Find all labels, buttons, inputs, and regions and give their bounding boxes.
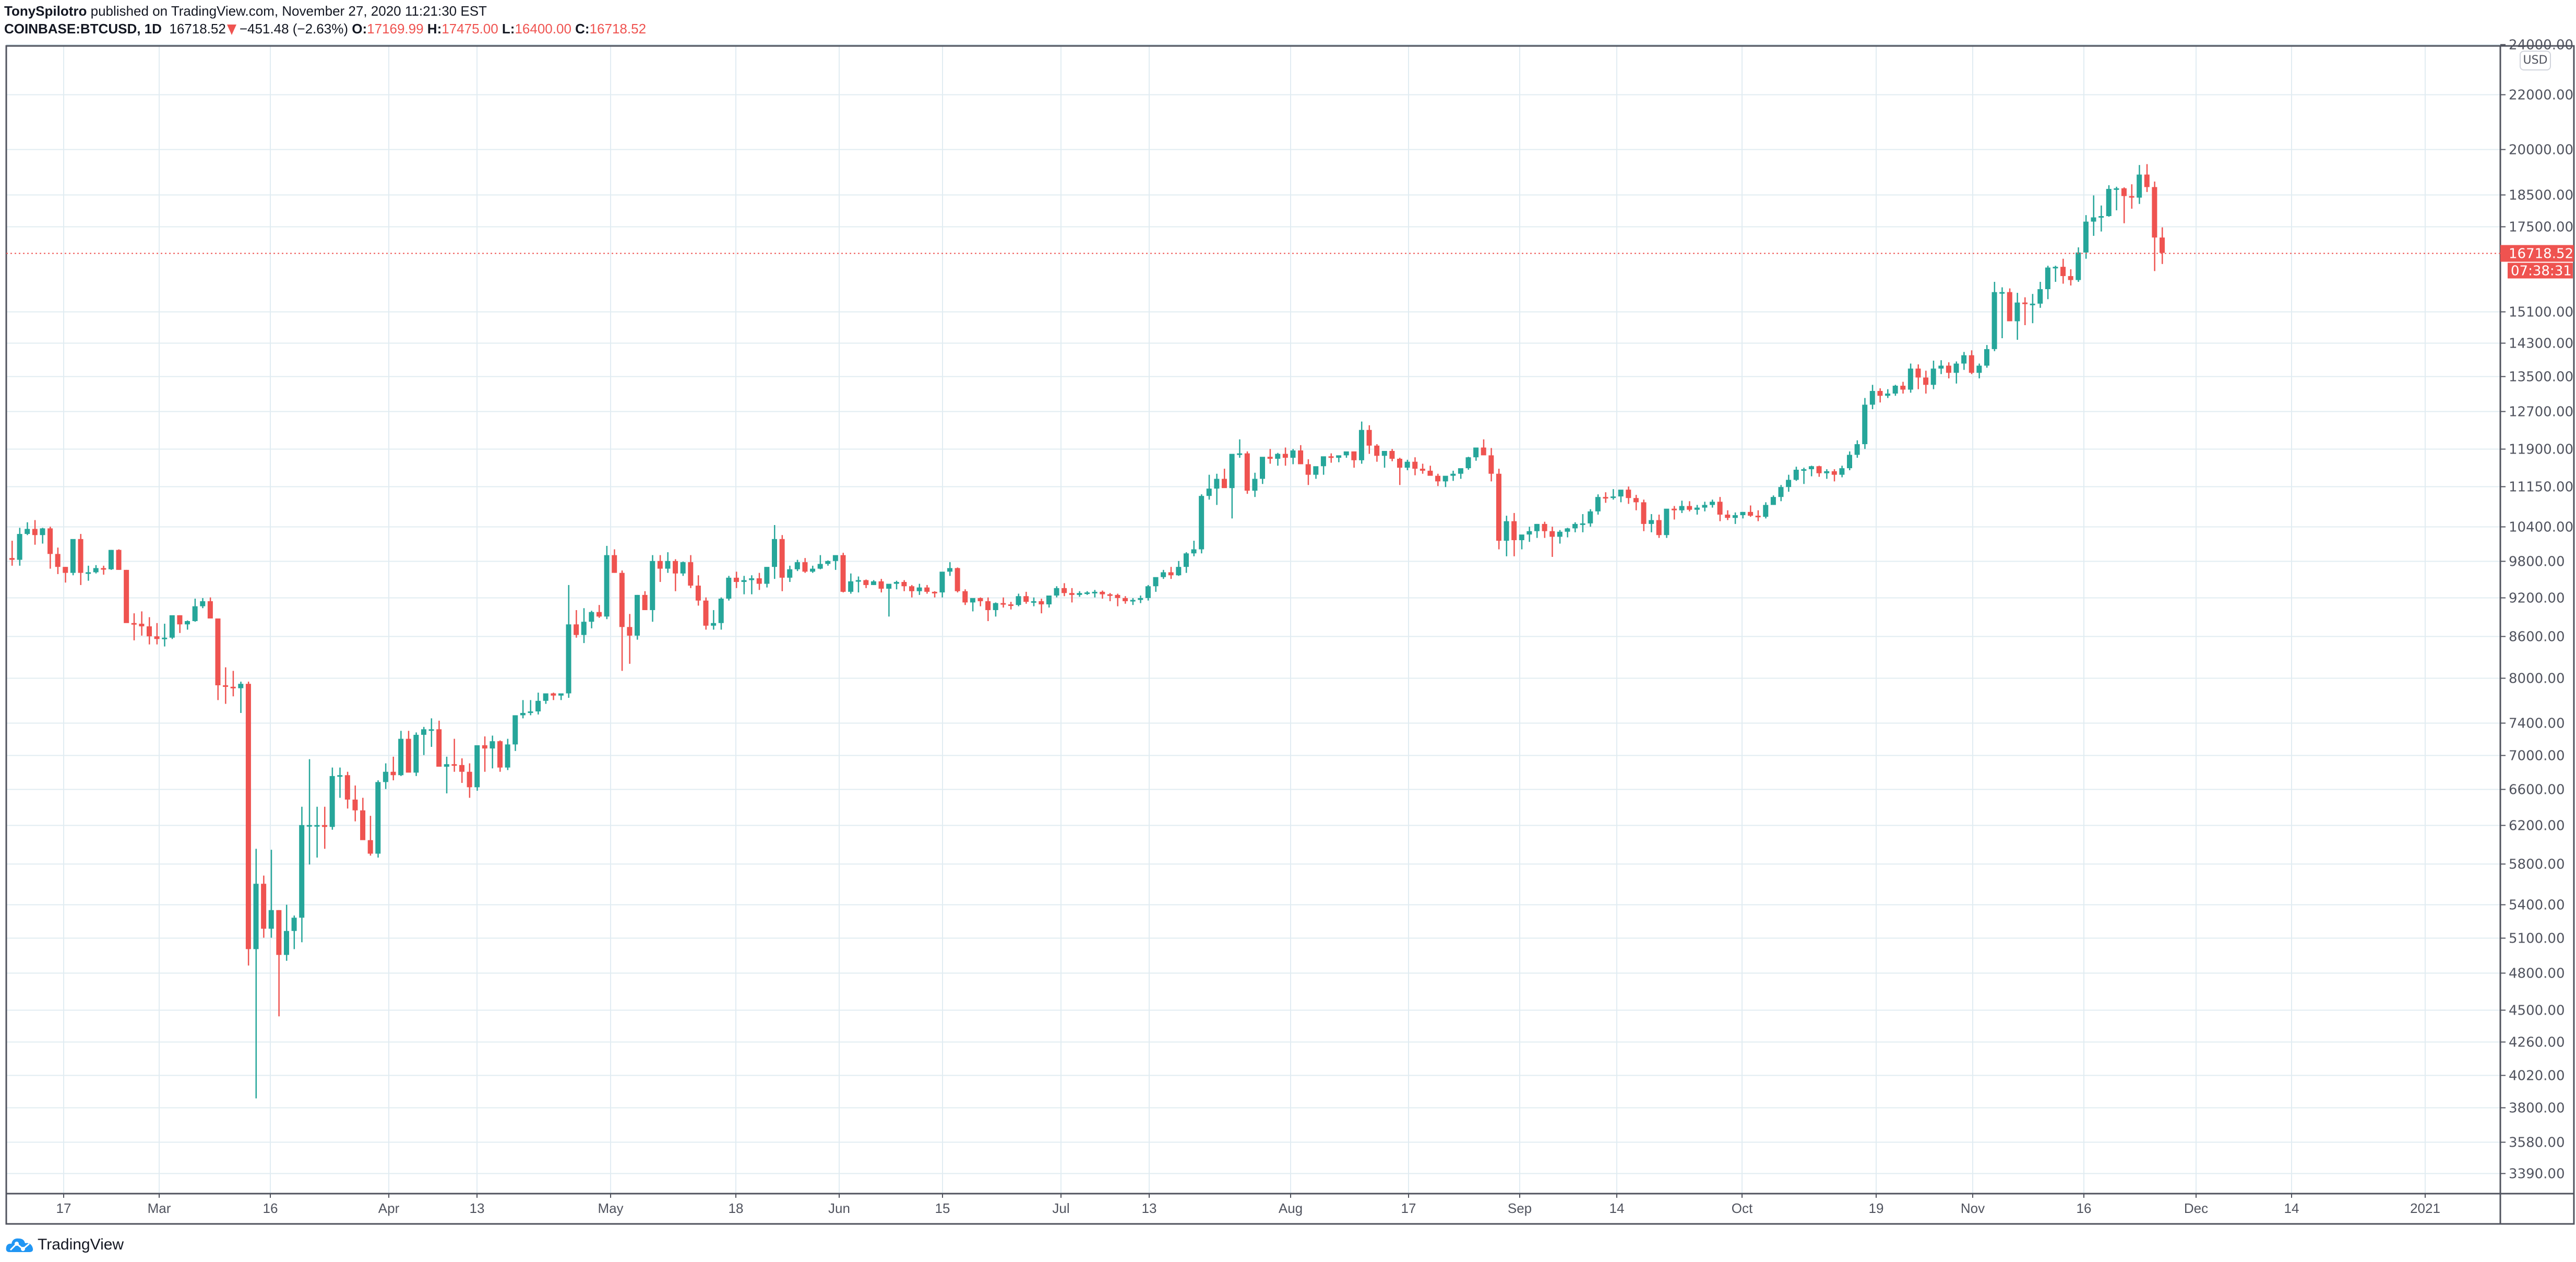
svg-text:22000.00: 22000.00 [2509, 88, 2573, 103]
open-value: 17169.99 [367, 21, 424, 37]
svg-text:18: 18 [729, 1200, 744, 1216]
svg-text:11900.00: 11900.00 [2509, 442, 2573, 458]
svg-text:5800.00: 5800.00 [2509, 857, 2565, 873]
svg-text:13500.00: 13500.00 [2509, 370, 2573, 385]
svg-text:15100.00: 15100.00 [2509, 305, 2573, 320]
candles [9, 164, 2165, 1099]
svg-text:10400.00: 10400.00 [2509, 520, 2573, 535]
high-value: 17475.00 [442, 21, 498, 37]
svg-text:3390.00: 3390.00 [2509, 1166, 2565, 1182]
low-label: L: [502, 21, 515, 37]
svg-text:May: May [598, 1200, 623, 1216]
svg-text:16718.52: 16718.52 [2509, 246, 2573, 262]
svg-text:13: 13 [1142, 1200, 1157, 1216]
svg-text:19: 19 [1869, 1200, 1884, 1216]
svg-text:18500.00: 18500.00 [2509, 188, 2573, 204]
axes: 24000.0022000.0020000.0018500.0017500.00… [5, 38, 2575, 1225]
high-label: H: [427, 21, 442, 37]
open-label: O: [352, 21, 367, 37]
svg-text:Jul: Jul [1052, 1200, 1069, 1216]
svg-text:15: 15 [935, 1200, 950, 1216]
svg-text:Sep: Sep [1508, 1200, 1532, 1216]
svg-text:3800.00: 3800.00 [2509, 1101, 2565, 1116]
svg-text:8000.00: 8000.00 [2509, 671, 2565, 687]
svg-text:11150.00: 11150.00 [2509, 480, 2573, 495]
svg-text:16: 16 [263, 1200, 278, 1216]
svg-text:2021: 2021 [2410, 1200, 2440, 1216]
currency-badge[interactable]: USD [2520, 51, 2551, 70]
svg-text:5400.00: 5400.00 [2509, 898, 2565, 913]
svg-text:20000.00: 20000.00 [2509, 142, 2573, 158]
svg-text:13: 13 [470, 1200, 485, 1216]
low-value: 16400.00 [515, 21, 571, 37]
svg-text:9800.00: 9800.00 [2509, 554, 2565, 570]
last-price: 16718.52 [169, 21, 226, 37]
symbol-title: COINBASE:BTCUSD, 1D [4, 21, 162, 37]
svg-text:Nov: Nov [1961, 1200, 1985, 1216]
svg-text:7000.00: 7000.00 [2509, 748, 2565, 764]
svg-text:07:38:31: 07:38:31 [2511, 264, 2572, 279]
svg-text:6200.00: 6200.00 [2509, 818, 2565, 834]
symbol-legend: COINBASE:BTCUSD, 1D 16718.52 −451.48 (−2.… [4, 21, 646, 37]
svg-text:Aug: Aug [1279, 1200, 1303, 1216]
svg-text:16: 16 [2077, 1200, 2092, 1216]
svg-text:9200.00: 9200.00 [2509, 591, 2565, 606]
svg-text:8600.00: 8600.00 [2509, 629, 2565, 645]
svg-text:Mar: Mar [148, 1200, 171, 1216]
cloud-logo-icon [6, 1238, 33, 1252]
svg-text:4500.00: 4500.00 [2509, 1003, 2565, 1019]
published-text: published on TradingView.com, November 2… [90, 3, 487, 19]
svg-text:14300.00: 14300.00 [2509, 336, 2573, 352]
publish-info: TonySpilotro published on TradingView.co… [4, 3, 487, 19]
tradingview-logo[interactable]: TradingView [5, 1236, 124, 1254]
svg-text:17500.00: 17500.00 [2509, 220, 2573, 235]
down-arrow-icon [226, 25, 236, 35]
svg-text:7400.00: 7400.00 [2509, 716, 2565, 732]
author-name: TonySpilotro [4, 3, 87, 19]
svg-text:Dec: Dec [2184, 1200, 2208, 1216]
svg-text:6600.00: 6600.00 [2509, 782, 2565, 798]
svg-text:5100.00: 5100.00 [2509, 931, 2565, 947]
svg-text:4020.00: 4020.00 [2509, 1068, 2565, 1084]
price-change: −451.48 (−2.63%) [239, 21, 348, 37]
logo-text: TradingView [38, 1236, 124, 1253]
close-value: 16718.52 [589, 21, 647, 37]
grid-lines [6, 44, 2500, 1194]
close-label: C: [575, 21, 590, 37]
svg-text:17: 17 [1401, 1200, 1416, 1216]
svg-text:3580.00: 3580.00 [2509, 1135, 2565, 1151]
svg-text:14: 14 [1609, 1200, 1625, 1216]
svg-text:Jun: Jun [828, 1200, 850, 1216]
svg-text:4260.00: 4260.00 [2509, 1035, 2565, 1051]
svg-text:Oct: Oct [1732, 1200, 1753, 1216]
svg-text:17: 17 [56, 1200, 71, 1216]
svg-text:12700.00: 12700.00 [2509, 404, 2573, 420]
svg-text:Apr: Apr [378, 1200, 400, 1216]
svg-text:4800.00: 4800.00 [2509, 966, 2565, 982]
svg-text:14: 14 [2284, 1200, 2299, 1216]
